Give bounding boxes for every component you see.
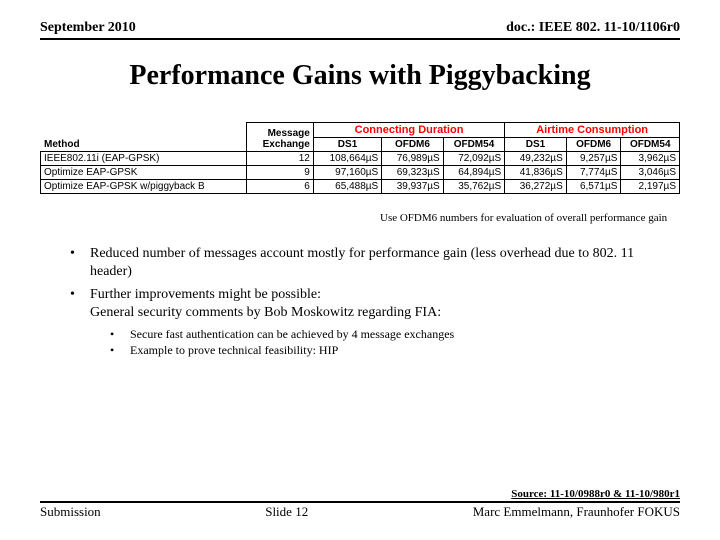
sub-ac-ofdm6: OFDM6 (566, 138, 621, 152)
footer-row: Submission Slide 12 Marc Emmelmann, Frau… (40, 501, 680, 520)
bullet-dot-icon: • (110, 327, 130, 343)
cell-cd-o6: 39,937µS (382, 180, 444, 194)
bullet-dot-icon: • (70, 286, 90, 321)
cell-ac-o6: 6,571µS (566, 180, 621, 194)
col-method: Method (41, 123, 247, 152)
cell-method: Optimize EAP-GPSK (41, 166, 247, 180)
cell-cd-ds1: 108,664µS (313, 152, 381, 166)
col-exchange: MessageExchange (247, 123, 314, 152)
footer-left: Submission (40, 504, 101, 520)
cell-ac-ds1: 41,836µS (505, 166, 567, 180)
cell-cd-o6: 69,323µS (382, 166, 444, 180)
header-date: September 2010 (40, 20, 136, 36)
sub-ac-ds1: DS1 (505, 138, 567, 152)
footer-center: Slide 12 (101, 504, 473, 520)
cell-ac-o54: 3,046µS (621, 166, 680, 180)
footer-right: Marc Emmelmann, Fraunhofer FOKUS (473, 504, 680, 520)
page-title: Performance Gains with Piggybacking (40, 60, 680, 92)
cell-ac-o6: 7,774µS (566, 166, 621, 180)
bullet-list: • Reduced number of messages account mos… (70, 245, 670, 358)
cell-cd-ds1: 65,488µS (313, 180, 381, 194)
cell-ac-o54: 2,197µS (621, 180, 680, 194)
cell-ex: 6 (247, 180, 314, 194)
bullet-text: Further improvements might be possible:G… (90, 286, 441, 321)
cell-ac-ds1: 49,232µS (505, 152, 567, 166)
sub-cd-ofdm54: OFDM54 (443, 138, 505, 152)
bullet-item: • Reduced number of messages account mos… (70, 245, 670, 280)
table-row: Optimize EAP-GPSK w/piggyback B 6 65,488… (41, 180, 680, 194)
sub-bullet-item: • Example to prove technical feasibility… (110, 343, 670, 359)
table-row: Optimize EAP-GPSK 9 97,160µS 69,323µS 64… (41, 166, 680, 180)
bullet-dot-icon: • (70, 245, 90, 280)
cell-ac-o6: 9,257µS (566, 152, 621, 166)
sub-bullet-text: Example to prove technical feasibility: … (130, 343, 338, 359)
sub-bullet-text: Secure fast authentication can be achiev… (130, 327, 454, 343)
table-row: IEEE802.11i (EAP-GPSK) 12 108,664µS 76,9… (41, 152, 680, 166)
cell-method: IEEE802.11i (EAP-GPSK) (41, 152, 247, 166)
note-text: Use OFDM6 numbers for evaluation of over… (380, 212, 680, 225)
sub-cd-ds1: DS1 (313, 138, 381, 152)
cell-cd-o54: 72,092µS (443, 152, 505, 166)
cell-ac-ds1: 36,272µS (505, 180, 567, 194)
group-connecting: Connecting Duration (313, 123, 504, 138)
source-line: Source: 11-10/0988r0 & 11-10/980r1 (40, 488, 680, 500)
cell-cd-o6: 76,989µS (382, 152, 444, 166)
cell-ac-o54: 3,962µS (621, 152, 680, 166)
sub-cd-ofdm6: OFDM6 (382, 138, 444, 152)
sub-ac-ofdm54: OFDM54 (621, 138, 680, 152)
performance-table: Method MessageExchange Connecting Durati… (40, 122, 680, 194)
sub-bullet-item: • Secure fast authentication can be achi… (110, 327, 670, 343)
cell-method: Optimize EAP-GPSK w/piggyback B (41, 180, 247, 194)
bullet-text: Reduced number of messages account mostl… (90, 245, 670, 280)
cell-cd-o54: 64,894µS (443, 166, 505, 180)
header-row: September 2010 doc.: IEEE 802. 11-10/110… (40, 20, 680, 40)
cell-cd-ds1: 97,160µS (313, 166, 381, 180)
header-doc: doc.: IEEE 802. 11-10/1106r0 (506, 20, 680, 36)
footer: Source: 11-10/0988r0 & 11-10/980r1 Submi… (40, 488, 680, 520)
bullet-item: • Further improvements might be possible… (70, 286, 670, 321)
group-airtime: Airtime Consumption (505, 123, 680, 138)
bullet-dot-icon: • (110, 343, 130, 359)
cell-ex: 12 (247, 152, 314, 166)
cell-ex: 9 (247, 166, 314, 180)
cell-cd-o54: 35,762µS (443, 180, 505, 194)
